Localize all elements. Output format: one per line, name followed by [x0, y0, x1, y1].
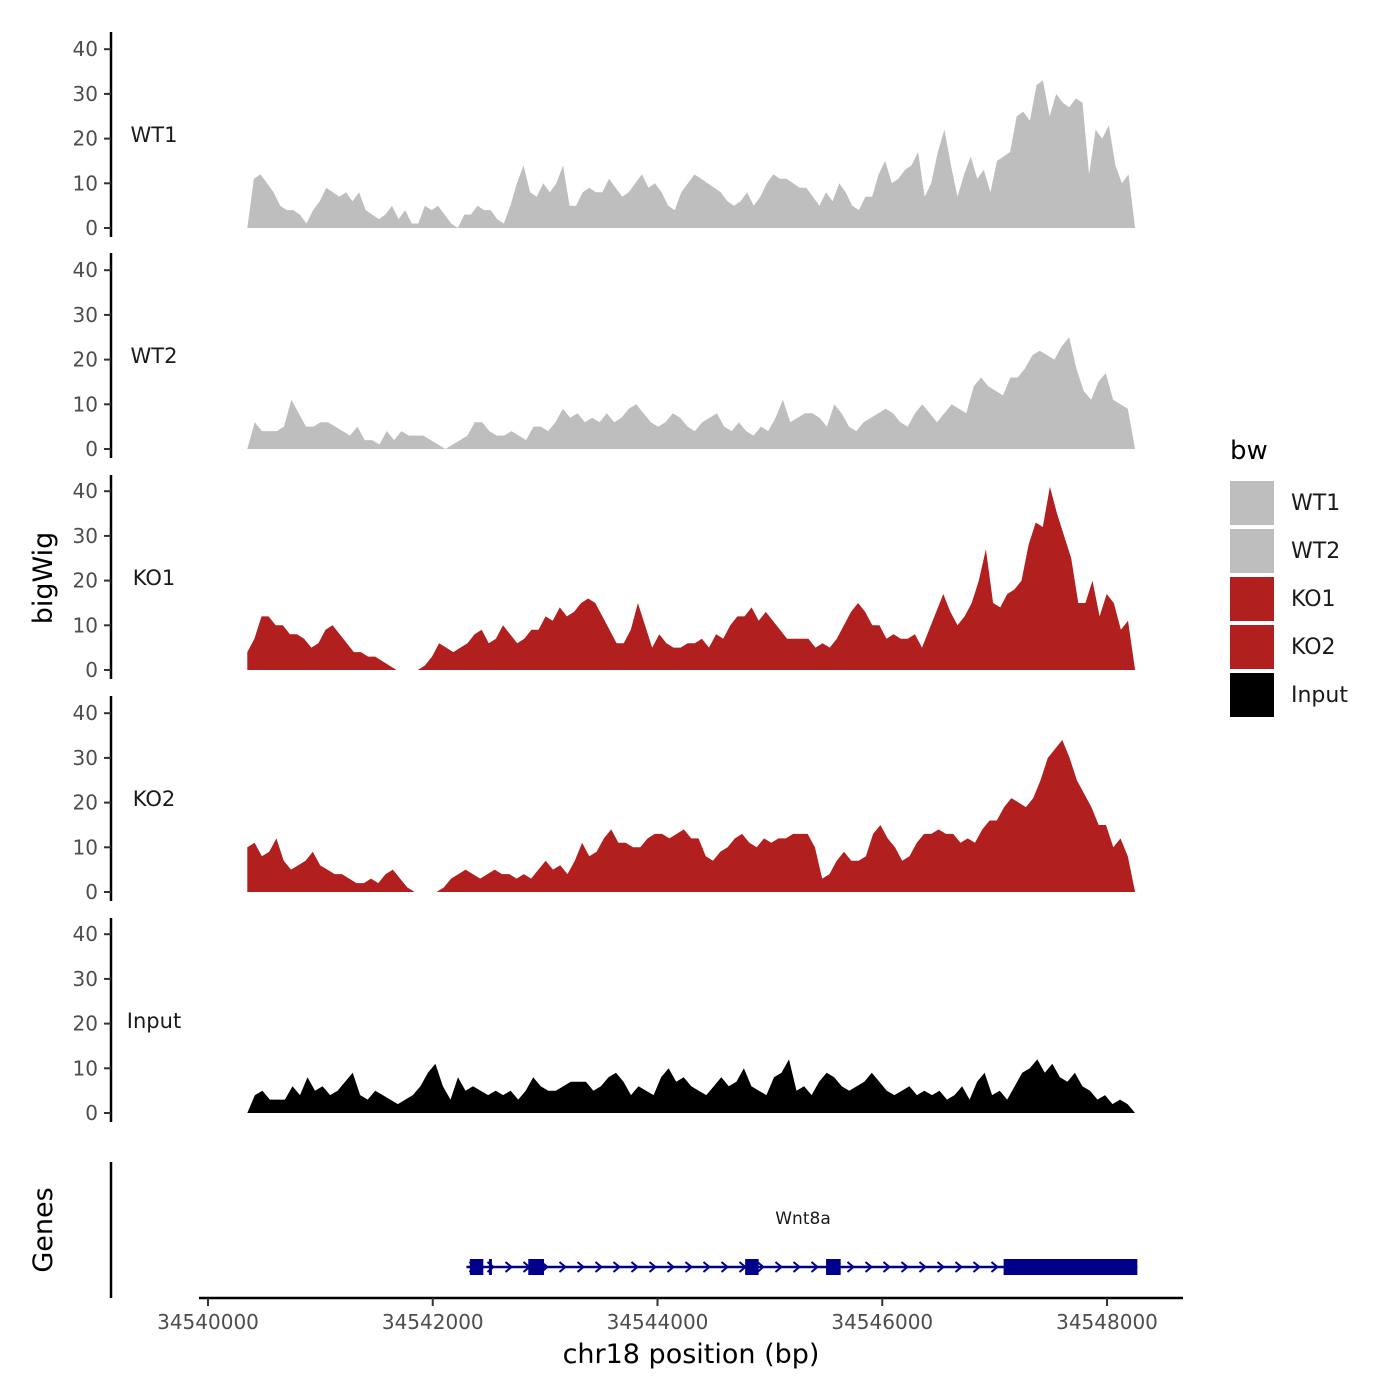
y-tick-label: 0 — [85, 437, 98, 461]
y-tick-label: 30 — [73, 303, 98, 327]
gene-exon — [488, 1259, 492, 1275]
y-tick-label: 10 — [73, 835, 98, 859]
y-tick-label: 0 — [85, 880, 98, 904]
y-tick-label: 10 — [73, 1056, 98, 1080]
y-tick-label: 20 — [73, 791, 98, 815]
signal-area-wt2 — [247, 337, 1136, 449]
track-label: KO1 — [133, 566, 176, 590]
legend-label-ko2: KO2 — [1291, 635, 1336, 660]
signal-area-ko2 — [247, 740, 1136, 892]
y-tick-label: 0 — [85, 216, 98, 240]
strand-arrow — [972, 1261, 982, 1273]
strand-arrow — [684, 1261, 694, 1273]
legend-title: bw — [1230, 436, 1268, 466]
signal-area-wt1 — [247, 80, 1136, 228]
y-tick-label: 20 — [73, 1012, 98, 1036]
track-ko1: 0 10 20 30 40 KO1 — [73, 475, 1136, 682]
y-tick-label: 20 — [73, 348, 98, 372]
strand-arrow — [882, 1261, 892, 1273]
strand-arrow — [504, 1261, 514, 1273]
strand-arrow — [630, 1261, 640, 1273]
y-tick-label: 20 — [73, 127, 98, 151]
x-tick-label: 34542000 — [382, 1310, 484, 1334]
strand-arrow — [990, 1261, 1000, 1273]
legend-label-ko1: KO1 — [1291, 587, 1336, 612]
strand-arrow — [666, 1261, 676, 1273]
strand-arrow — [954, 1261, 964, 1273]
strand-arrow — [756, 1261, 766, 1273]
strand-arrow — [702, 1261, 712, 1273]
y-tick-label: 40 — [73, 701, 98, 725]
y-tick-label: 30 — [73, 967, 98, 991]
signal-area-input — [247, 1059, 1136, 1113]
y-tick-label: 20 — [73, 569, 98, 593]
strand-arrow — [864, 1261, 874, 1273]
legend-swatch-input — [1230, 673, 1274, 717]
gene-name-label: Wnt8a — [775, 1209, 830, 1229]
y-tick-label: 40 — [73, 479, 98, 503]
track-label: WT2 — [131, 344, 178, 368]
x-tick-label: 34548000 — [1056, 1310, 1158, 1334]
strand-arrow — [810, 1261, 820, 1273]
gene-exon — [469, 1259, 484, 1275]
signal-area-ko1 — [247, 486, 1136, 670]
legend-label-wt2: WT2 — [1291, 539, 1340, 564]
gene-exon — [745, 1259, 759, 1275]
legend-swatch-wt2 — [1230, 529, 1274, 573]
y-tick-label: 0 — [85, 1101, 98, 1125]
strand-arrow — [558, 1261, 568, 1273]
y-tick-label: 0 — [85, 658, 98, 682]
gene-model — [466, 1259, 1138, 1275]
track-label: Input — [127, 1009, 181, 1033]
strand-arrow — [918, 1261, 928, 1273]
strand-arrow — [648, 1261, 658, 1273]
strand-arrow — [936, 1261, 946, 1273]
legend-swatch-ko2 — [1230, 625, 1274, 669]
track-label: WT1 — [131, 123, 178, 147]
x-axis: 34540000 34542000 34544000 34546000 34548000 — [157, 1296, 1183, 1334]
gene-exon — [528, 1259, 545, 1275]
track-wt1: 0 10 20 30 40 WT1 — [73, 32, 1136, 240]
legend: bw WT1 WT2 KO1 KO2 Input — [1230, 436, 1348, 717]
y-tick-label: 10 — [73, 613, 98, 637]
strand-arrow — [792, 1261, 802, 1273]
y-axis-title: bigWig — [28, 532, 59, 625]
strand-arrow — [576, 1261, 586, 1273]
x-tick-label: 34544000 — [607, 1310, 709, 1334]
y-tick-label: 30 — [73, 524, 98, 548]
genes-axis-title: Genes — [28, 1187, 59, 1272]
gene-track: Genes Wnt8a — [28, 1162, 1138, 1298]
gene-exon — [826, 1259, 841, 1275]
y-tick-label: 10 — [73, 171, 98, 195]
y-tick-label: 30 — [73, 82, 98, 106]
y-tick-label: 40 — [73, 922, 98, 946]
y-tick-label: 10 — [73, 392, 98, 416]
strand-arrow — [900, 1261, 910, 1273]
x-axis-title: chr18 position (bp) — [563, 1339, 820, 1370]
gene-exon — [1003, 1259, 1138, 1275]
x-tick-label: 34546000 — [831, 1310, 933, 1334]
track-label: KO2 — [133, 787, 176, 811]
strand-arrow — [612, 1261, 622, 1273]
strand-arrow — [846, 1261, 856, 1273]
strand-arrow — [720, 1261, 730, 1273]
track-wt2: 0 10 20 30 40 WT2 — [73, 253, 1136, 461]
strand-arrow — [594, 1261, 604, 1273]
legend-swatch-ko1 — [1230, 577, 1274, 621]
track-input: 0 10 20 30 40 Input — [73, 918, 1136, 1125]
y-tick-label: 30 — [73, 746, 98, 770]
track-ko2: 0 10 20 30 40 KO2 — [73, 696, 1136, 904]
y-tick-label: 40 — [73, 37, 98, 61]
y-tick-label: 40 — [73, 258, 98, 282]
legend-swatch-wt1 — [1230, 481, 1274, 525]
legend-label-wt1: WT1 — [1291, 491, 1340, 516]
x-tick-label: 34540000 — [157, 1310, 259, 1334]
bigwig-tracks: 0 10 20 30 40 WT1 0 10 20 30 40 WT2 0 10 20 30 40 KO1 0 10 2… — [73, 32, 1136, 1125]
strand-arrow — [774, 1261, 784, 1273]
legend-label-input: Input — [1291, 683, 1348, 708]
